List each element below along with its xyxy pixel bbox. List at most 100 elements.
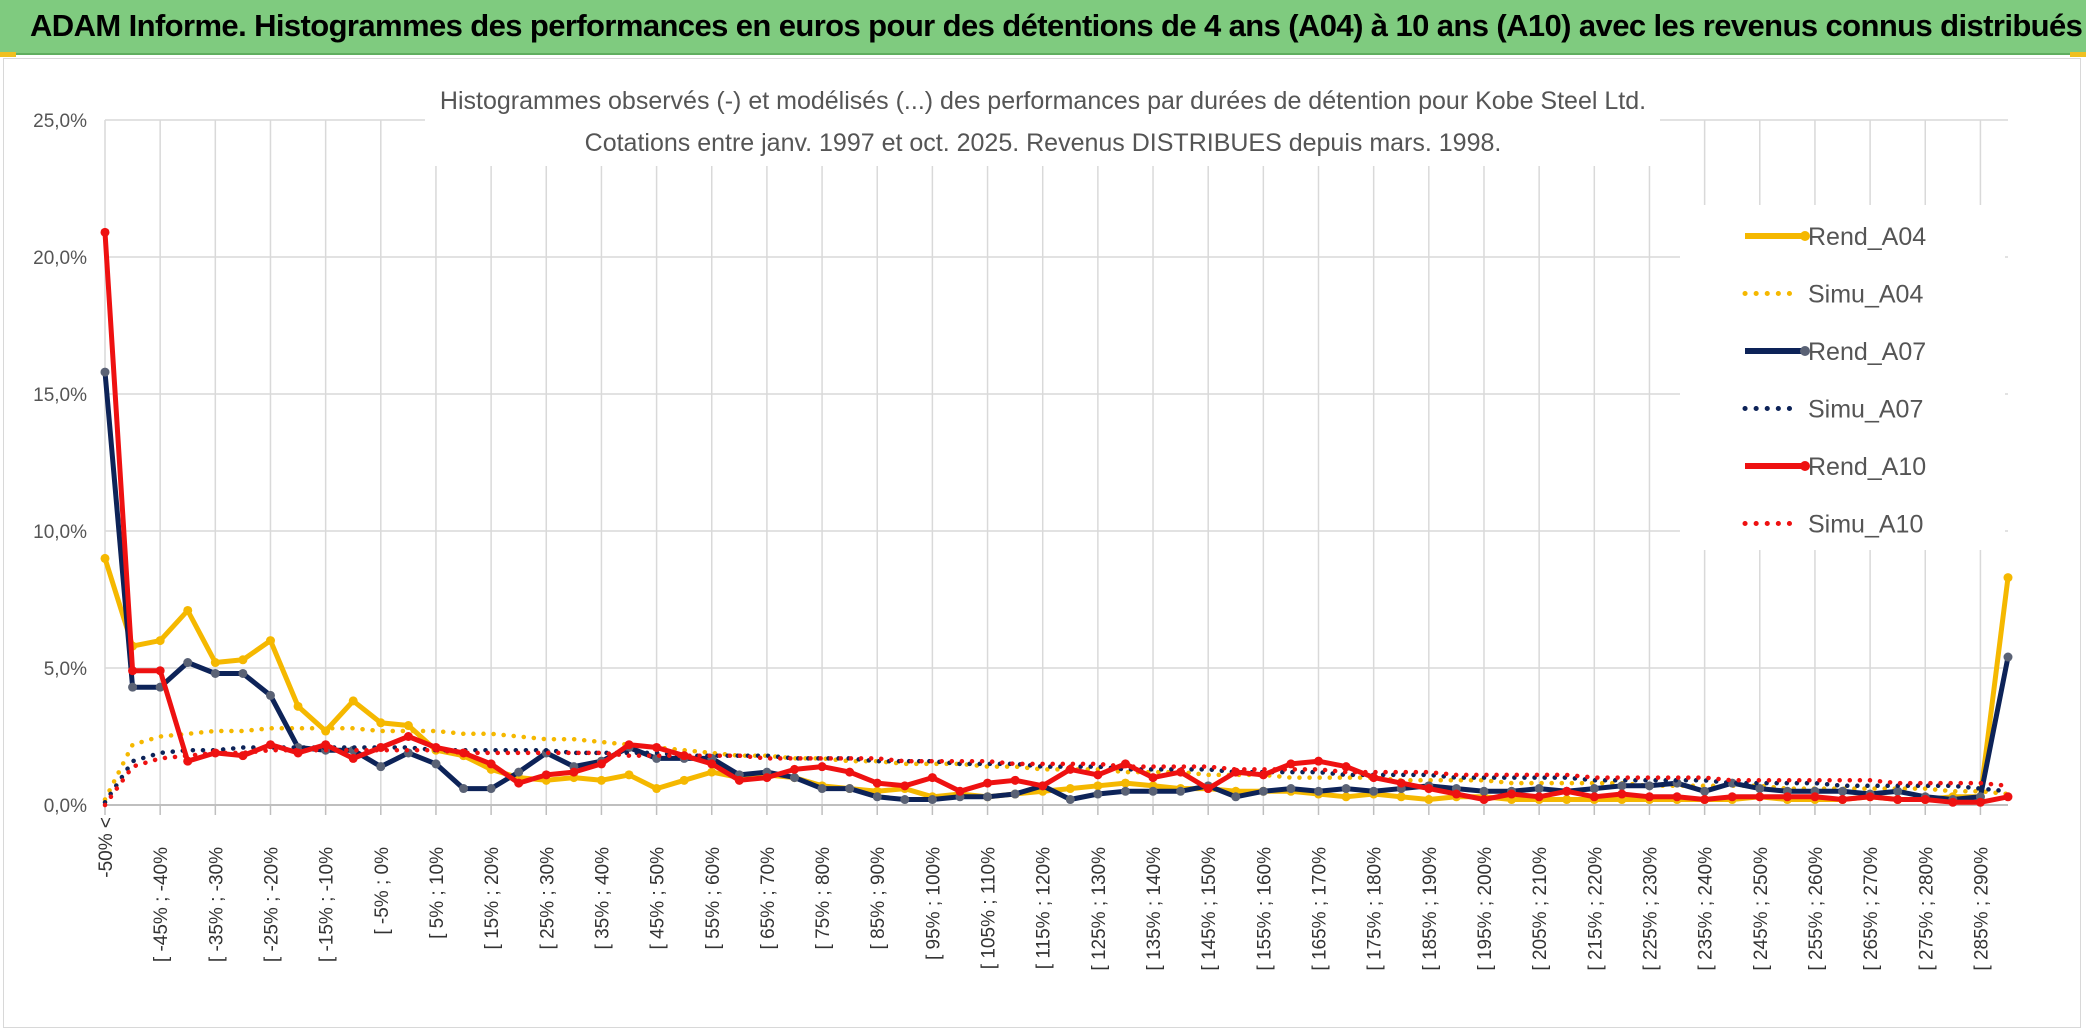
point-rend-a10: [1314, 756, 1324, 766]
point-rend-a10: [1203, 784, 1213, 794]
point-rend-a07: [1341, 784, 1351, 794]
legend-marker-rend-a04: [1800, 231, 1810, 241]
point-rend-a10: [983, 778, 993, 788]
point-rend-a10: [403, 732, 413, 741]
point-rend-a04: [624, 770, 634, 780]
point-rend-a10: [1589, 792, 1599, 802]
point-rend-a10: [1479, 795, 1489, 805]
y-tick-label: 5,0%: [44, 659, 87, 680]
x-tick-label: [ 185% ; 190%: [1420, 847, 1441, 971]
point-rend-a07: [376, 762, 386, 772]
point-rend-a07: [1010, 789, 1020, 799]
point-rend-a07: [183, 658, 193, 668]
point-rend-a07: [2003, 652, 2013, 662]
point-rend-a10: [1534, 792, 1544, 802]
point-rend-a10: [707, 759, 717, 769]
point-rend-a10: [1644, 792, 1654, 802]
point-rend-a10: [1893, 795, 1903, 805]
x-tick-label: [ 235% ; 240%: [1696, 847, 1717, 971]
point-rend-a10: [1507, 789, 1517, 799]
y-tick-label: 0,0%: [44, 796, 87, 817]
point-rend-a10: [2003, 792, 2013, 802]
point-rend-a07: [1589, 784, 1599, 794]
point-rend-a04: [1562, 795, 1572, 805]
point-rend-a10: [1286, 759, 1296, 769]
point-rend-a07: [789, 773, 799, 783]
point-rend-a10: [155, 666, 165, 676]
point-rend-a10: [1700, 795, 1710, 805]
point-rend-a04: [238, 655, 248, 665]
x-tick-label: [ 155% ; 160%: [1254, 847, 1275, 971]
point-rend-a04: [679, 775, 689, 785]
header-banner: ADAM Informe. Histogrammes des performan…: [0, 0, 2086, 55]
legend-label-simu-a10: Simu_A10: [1808, 511, 1923, 539]
point-rend-a07: [1286, 784, 1296, 794]
point-rend-a10: [1782, 792, 1792, 802]
point-rend-a10: [1148, 773, 1158, 783]
x-tick-label: [ 285% ; 290%: [1971, 847, 1992, 971]
x-tick-label: [ 35% ; 40%: [592, 847, 613, 950]
point-rend-a10: [955, 786, 965, 796]
point-rend-a10: [1258, 770, 1268, 780]
point-rend-a04: [376, 718, 386, 728]
point-rend-a10: [1948, 797, 1958, 807]
point-rend-a10: [624, 740, 634, 750]
x-tick-label: [ 165% ; 170%: [1310, 847, 1331, 971]
x-axis: -50% < [ -45% ; -40% [ -35% ; -30% [ -25% ;…: [96, 804, 2008, 971]
point-rend-a07: [238, 668, 248, 678]
point-rend-a07: [100, 367, 110, 377]
chart-frame: [3, 58, 2081, 1028]
x-tick-label: [ 205% ; 210%: [1530, 847, 1551, 971]
x-tick-label: [ 85% ; 90%: [868, 847, 889, 950]
point-rend-a04: [210, 658, 220, 668]
point-rend-a10: [100, 227, 110, 237]
point-rend-a07: [1534, 784, 1544, 794]
point-rend-a07: [265, 690, 275, 700]
point-rend-a10: [1838, 795, 1848, 805]
x-tick-label: [ 95% ; 100%: [923, 847, 944, 960]
x-tick-label: [ -35% ; -30%: [206, 847, 227, 962]
point-rend-a04: [403, 721, 413, 731]
point-rend-a10: [541, 770, 551, 780]
point-rend-a04: [1065, 784, 1075, 794]
point-rend-a04: [183, 605, 193, 615]
legend-box: [1680, 205, 2005, 550]
y-tick-label: 10,0%: [33, 522, 87, 543]
corner-mark-left: [0, 52, 16, 57]
point-rend-a07: [900, 795, 910, 805]
point-rend-a10: [1451, 789, 1461, 799]
x-tick-label: [ 65% ; 70%: [758, 847, 779, 950]
x-tick-label: -50% <: [96, 817, 117, 878]
x-tick-label: [ 55% ; 60%: [703, 847, 724, 950]
point-rend-a10: [569, 767, 579, 777]
point-rend-a04: [265, 636, 275, 646]
point-rend-a10: [1727, 792, 1737, 802]
point-rend-a07: [1755, 784, 1765, 794]
point-rend-a10: [1617, 789, 1627, 799]
x-tick-label: [ 115% ; 120%: [1034, 847, 1055, 969]
point-rend-a04: [596, 775, 606, 785]
point-rend-a07: [1314, 786, 1324, 796]
legend-label-simu-a07: Simu_A07: [1808, 396, 1923, 424]
series-group: [100, 227, 2013, 808]
x-tick-label: [ -15% ; -10%: [317, 847, 338, 962]
title-background: [425, 80, 1660, 166]
x-tick-label: [ -45% ; -40%: [151, 847, 172, 962]
point-rend-a04: [707, 767, 717, 777]
point-rend-a07: [1617, 781, 1627, 791]
point-rend-a07: [845, 784, 855, 794]
point-rend-a07: [1258, 786, 1268, 796]
point-rend-a10: [321, 740, 331, 750]
point-rend-a10: [265, 740, 275, 750]
point-rend-a10: [1038, 781, 1048, 791]
point-rend-a10: [734, 775, 744, 785]
point-rend-a10: [128, 666, 138, 676]
point-rend-a10: [1396, 778, 1406, 788]
point-rend-a04: [1341, 792, 1351, 802]
point-rend-a10: [900, 781, 910, 791]
point-rend-a10: [927, 773, 937, 783]
x-tick-label: [ 215% ; 220%: [1585, 847, 1606, 971]
x-tick-label: [ 255% ; 260%: [1806, 847, 1827, 971]
point-rend-a10: [1810, 792, 1820, 802]
legend: Rend_A04 Simu_A04 Rend_A07 Simu_A07 Rend_A10…: [1680, 205, 2005, 550]
